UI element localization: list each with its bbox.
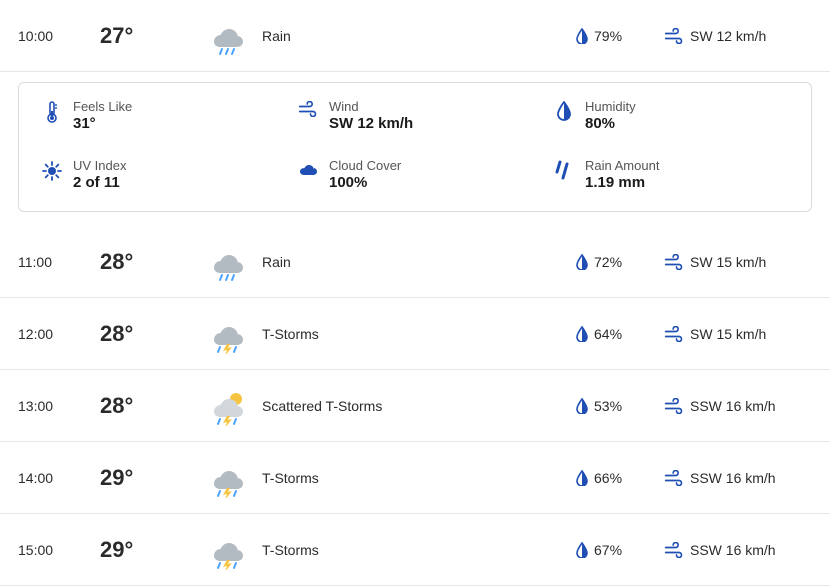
- hourly-forecast: 10:00 27° Rain 79% SW 12 km/h: [0, 0, 830, 586]
- detail-rain-amount: Rain Amount 1.19 mm: [553, 158, 789, 193]
- wind-icon: [664, 254, 684, 270]
- precip-value: 72%: [594, 254, 622, 270]
- detail-value: SW 12 km/h: [329, 115, 413, 134]
- forecast-row[interactable]: 13:00 28° Scattered T-Storms 53% SSW 16 …: [0, 370, 830, 442]
- detail-uv: UV Index 2 of 11: [41, 158, 277, 193]
- wind-icon: [664, 326, 684, 342]
- forecast-row[interactable]: 12:00 28° T-Storms 64% SW 15 km/h: [0, 298, 830, 370]
- thermometer-icon: [41, 99, 63, 123]
- detail-value: 1.19 mm: [585, 174, 659, 193]
- sun-icon: [41, 158, 63, 182]
- time-label: 13:00: [18, 398, 100, 414]
- detail-feels-like: Feels Like 31°: [41, 99, 277, 134]
- precip: 79%: [576, 28, 664, 44]
- wind-value: SW 15 km/h: [690, 326, 766, 342]
- wind: SSW 16 km/h: [664, 398, 812, 414]
- wind-value: SSW 16 km/h: [690, 470, 776, 486]
- precip-value: 66%: [594, 470, 622, 486]
- forecast-row-expanded[interactable]: 10:00 27° Rain 79% SW 12 km/h: [0, 0, 830, 72]
- condition-text: Scattered T-Storms: [262, 398, 576, 414]
- condition-icon: [208, 458, 262, 498]
- forecast-row[interactable]: 11:00 28° Rain 72% SW 15 km/h: [0, 226, 830, 298]
- precip: 53%: [576, 398, 664, 414]
- condition-text: Rain: [262, 28, 576, 44]
- wind-icon: [297, 99, 319, 117]
- precip-value: 67%: [594, 542, 622, 558]
- condition-text: Rain: [262, 254, 576, 270]
- precip: 72%: [576, 254, 664, 270]
- detail-cloud: Cloud Cover 100%: [297, 158, 533, 193]
- temperature: 28°: [100, 321, 208, 347]
- wind-icon: [664, 542, 684, 558]
- wind: SW 15 km/h: [664, 254, 812, 270]
- time-label: 12:00: [18, 326, 100, 342]
- condition-icon: [208, 242, 262, 282]
- temperature: 27°: [100, 23, 208, 49]
- wind-icon: [664, 28, 684, 44]
- precip-value: 79%: [594, 28, 622, 44]
- time-label: 14:00: [18, 470, 100, 486]
- wind-value: SSW 16 km/h: [690, 398, 776, 414]
- humidity-icon: [553, 99, 575, 121]
- droplet-icon: [576, 326, 588, 342]
- temperature: 28°: [100, 249, 208, 275]
- condition-text: T-Storms: [262, 542, 576, 558]
- detail-value: 80%: [585, 115, 636, 134]
- droplet-icon: [576, 398, 588, 414]
- precip-value: 64%: [594, 326, 622, 342]
- droplet-icon: [576, 542, 588, 558]
- temperature: 29°: [100, 537, 208, 563]
- condition-icon: [208, 314, 262, 354]
- condition-icon: [208, 386, 262, 426]
- detail-wind: Wind SW 12 km/h: [297, 99, 533, 134]
- precip-value: 53%: [594, 398, 622, 414]
- condition-icon: [208, 16, 262, 56]
- droplet-icon: [576, 470, 588, 486]
- wind-value: SW 12 km/h: [690, 28, 766, 44]
- detail-label: Feels Like: [73, 99, 132, 115]
- detail-humidity: Humidity 80%: [553, 99, 789, 134]
- detail-label: Rain Amount: [585, 158, 659, 174]
- time-label: 15:00: [18, 542, 100, 558]
- precip: 64%: [576, 326, 664, 342]
- cloud-icon: [297, 158, 319, 176]
- droplet-icon: [576, 254, 588, 270]
- precip: 67%: [576, 542, 664, 558]
- detail-label: Cloud Cover: [329, 158, 401, 174]
- wind-icon: [664, 398, 684, 414]
- detail-label: UV Index: [73, 158, 126, 174]
- wind: SW 12 km/h: [664, 28, 812, 44]
- time-label: 10:00: [18, 28, 100, 44]
- condition-text: T-Storms: [262, 326, 576, 342]
- droplet-icon: [576, 28, 588, 44]
- condition-icon: [208, 530, 262, 570]
- wind: SW 15 km/h: [664, 326, 812, 342]
- forecast-row[interactable]: 15:00 29° T-Storms 67% SSW 16 km/h: [0, 514, 830, 586]
- wind-value: SW 15 km/h: [690, 254, 766, 270]
- wind: SSW 16 km/h: [664, 542, 812, 558]
- detail-value: 100%: [329, 174, 401, 193]
- detail-value: 2 of 11: [73, 174, 126, 193]
- details-card: Feels Like 31° Wind SW 12 km/h Humidity …: [18, 82, 812, 212]
- detail-label: Wind: [329, 99, 413, 115]
- time-label: 11:00: [18, 254, 100, 270]
- wind-value: SSW 16 km/h: [690, 542, 776, 558]
- temperature: 28°: [100, 393, 208, 419]
- detail-label: Humidity: [585, 99, 636, 115]
- rain-amount-icon: [553, 158, 575, 182]
- condition-text: T-Storms: [262, 470, 576, 486]
- detail-value: 31°: [73, 115, 132, 134]
- precip: 66%: [576, 470, 664, 486]
- wind-icon: [664, 470, 684, 486]
- temperature: 29°: [100, 465, 208, 491]
- wind: SSW 16 km/h: [664, 470, 812, 486]
- forecast-row[interactable]: 14:00 29° T-Storms 66% SSW 16 km/h: [0, 442, 830, 514]
